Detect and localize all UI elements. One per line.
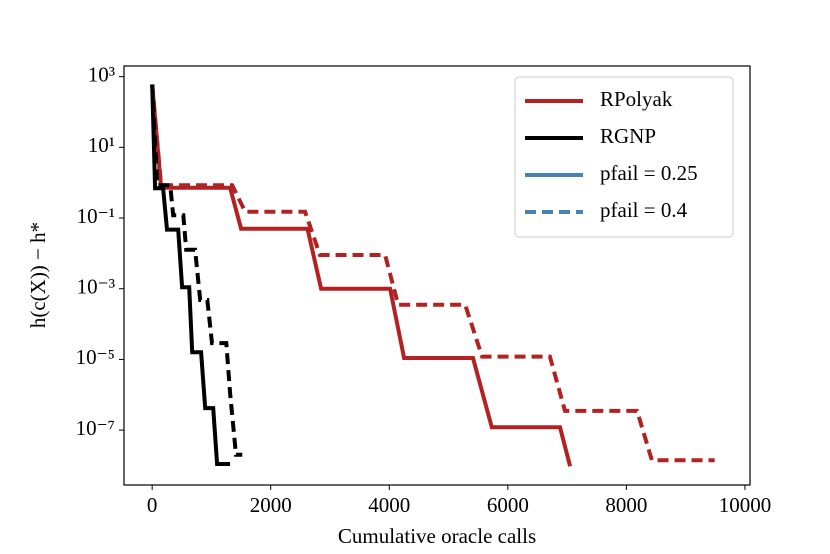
series-line	[150, 84, 243, 457]
y-tick-label: 10⁻³	[77, 275, 115, 299]
legend-label: pfail = 0.4	[600, 198, 688, 222]
y-axis-label: h(c(X)) − h*	[26, 222, 50, 328]
y-tick-label: 10³	[88, 62, 115, 86]
y-tick-label: 10⁻¹	[77, 204, 115, 228]
series-line	[150, 84, 231, 466]
legend-label: RPolyak	[600, 87, 673, 111]
series-line	[150, 84, 715, 463]
x-tick-label: 8000	[605, 493, 647, 517]
x-tick-label: 4000	[368, 493, 410, 517]
y-tick-label: 10⁻⁵	[76, 345, 115, 369]
legend-box	[514, 76, 734, 238]
y-tick-label: 10¹	[88, 133, 115, 157]
x-tick-label: 10000	[719, 493, 772, 517]
series-line	[150, 84, 573, 467]
legend-label: pfail = 0.25	[600, 161, 698, 185]
y-tick-label: 10⁻⁷	[76, 416, 115, 440]
legend-label: RGNP	[600, 124, 656, 148]
x-tick-label: 2000	[250, 493, 292, 517]
x-axis-label: Cumulative oracle calls	[338, 524, 536, 548]
plot-frame	[123, 65, 751, 486]
x-tick-label: 6000	[487, 493, 529, 517]
x-tick-label: 0	[147, 493, 158, 517]
